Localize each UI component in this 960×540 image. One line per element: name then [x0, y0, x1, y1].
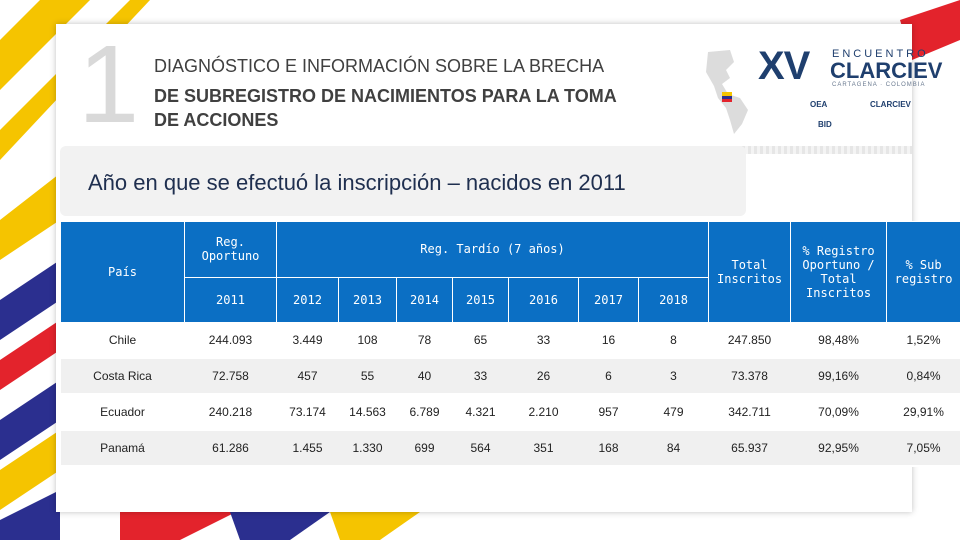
cell-value: 40 — [396, 358, 453, 395]
sponsor-clarciev: CLARCIEV — [870, 100, 911, 109]
cell-pct-sub: 1,52% — [886, 322, 960, 359]
registration-table: País Reg. Oportuno Reg. Tardío (7 años) … — [60, 221, 960, 467]
cell-value: 4.321 — [452, 394, 509, 431]
title-line-1: DIAGNÓSTICO E INFORMACIÓN SOBRE LA BRECH… — [154, 56, 605, 76]
section-number: 1 — [78, 23, 140, 146]
cell-value: 33 — [508, 322, 579, 359]
cell-value: 73.174 — [276, 394, 339, 431]
cell-value: 457 — [276, 358, 339, 395]
logo-clarciev: CLARCIEV — [830, 58, 943, 83]
title-line-2: DE SUBREGISTRO DE NACIMIENTOS PARA LA TO… — [154, 86, 617, 130]
logo-location: CARTAGENA · COLOMBIA — [832, 82, 926, 88]
cell-value: 72.758 — [184, 358, 277, 395]
cell-value: 244.093 — [184, 322, 277, 359]
cell-value: 61.286 — [184, 430, 277, 467]
logo-xv: XV — [758, 44, 810, 88]
header-reg-oportuno: Reg. Oportuno — [184, 221, 277, 278]
subtitle: Año en que se efectuó la inscripción – n… — [88, 170, 626, 195]
header-pct-sub: % Sub registro — [886, 221, 960, 323]
header-year: 2014 — [396, 276, 453, 324]
cell-value: 957 — [578, 394, 639, 431]
cell-total: 73.378 — [708, 358, 791, 395]
cell-value: 16 — [578, 322, 639, 359]
cell-value: 33 — [452, 358, 509, 395]
cell-value: 564 — [452, 430, 509, 467]
cell-value: 351 — [508, 430, 579, 467]
header-pais: País — [60, 221, 185, 323]
header-pct-oportuno: % Registro Oportuno / Total Inscritos — [790, 221, 888, 323]
cell-value: 14.563 — [338, 394, 397, 431]
cell-value: 699 — [396, 430, 453, 467]
table-row: Chile 244.093 3.449 108 78 65 33 16 8 24… — [60, 322, 960, 359]
cell-pct-sub: 29,91% — [886, 394, 960, 431]
header-total-inscritos: Total Inscritos — [708, 221, 792, 323]
cell-value: 26 — [508, 358, 579, 395]
cell-value: 3 — [638, 358, 709, 395]
cell-pais: Chile — [60, 322, 185, 359]
header-year: 2012 — [276, 276, 339, 324]
cell-value: 1.330 — [338, 430, 397, 467]
cell-total: 65.937 — [708, 430, 791, 467]
cell-value: 2.210 — [508, 394, 579, 431]
header-reg-tardio: Reg. Tardío (7 años) — [275, 221, 710, 278]
header-year: 2017 — [578, 276, 639, 324]
cell-total: 342.711 — [708, 394, 791, 431]
cell-value: 479 — [638, 394, 709, 431]
cell-pct-oportuno: 70,09% — [790, 394, 887, 431]
cell-value: 3.449 — [276, 322, 339, 359]
cell-value: 84 — [638, 430, 709, 467]
cell-value: 1.455 — [276, 430, 339, 467]
cell-value: 8 — [638, 322, 709, 359]
cell-pct-sub: 0,84% — [886, 358, 960, 395]
cell-total: 247.850 — [708, 322, 791, 359]
cell-pct-oportuno: 98,48% — [790, 322, 887, 359]
cell-value: 78 — [396, 322, 453, 359]
logo-encuentro: ENCUENTRO — [832, 48, 929, 60]
cell-value: 168 — [578, 430, 639, 467]
cell-pais: Costa Rica — [60, 358, 185, 395]
table-row: Ecuador 240.218 73.174 14.563 6.789 4.32… — [60, 394, 960, 431]
header-year: 2013 — [338, 276, 397, 324]
cell-value: 6 — [578, 358, 639, 395]
header-year: 2018 — [637, 276, 710, 324]
table-row: Costa Rica 72.758 457 55 40 33 26 6 3 73… — [60, 358, 960, 395]
decorative-strip — [700, 146, 912, 154]
cell-pct-oportuno: 92,95% — [790, 430, 887, 467]
table-row: Panamá 61.286 1.455 1.330 699 564 351 16… — [60, 430, 960, 467]
cell-pct-sub: 7,05% — [886, 430, 960, 467]
header-year: 2016 — [508, 276, 579, 324]
cell-value: 240.218 — [184, 394, 277, 431]
header-year: 2015 — [452, 276, 509, 324]
sponsor-oea: OEA — [810, 100, 828, 109]
header-year: 2011 — [184, 276, 277, 324]
americas-map-icon — [706, 50, 748, 134]
cell-value: 108 — [338, 322, 397, 359]
cell-value: 55 — [338, 358, 397, 395]
cell-value: 65 — [452, 322, 509, 359]
cell-value: 6.789 — [396, 394, 453, 431]
cell-pais: Ecuador — [60, 394, 185, 431]
sponsor-bid: BID — [818, 120, 832, 129]
cell-pais: Panamá — [60, 430, 185, 467]
subtitle-box — [60, 146, 746, 216]
cell-pct-oportuno: 99,16% — [790, 358, 887, 395]
